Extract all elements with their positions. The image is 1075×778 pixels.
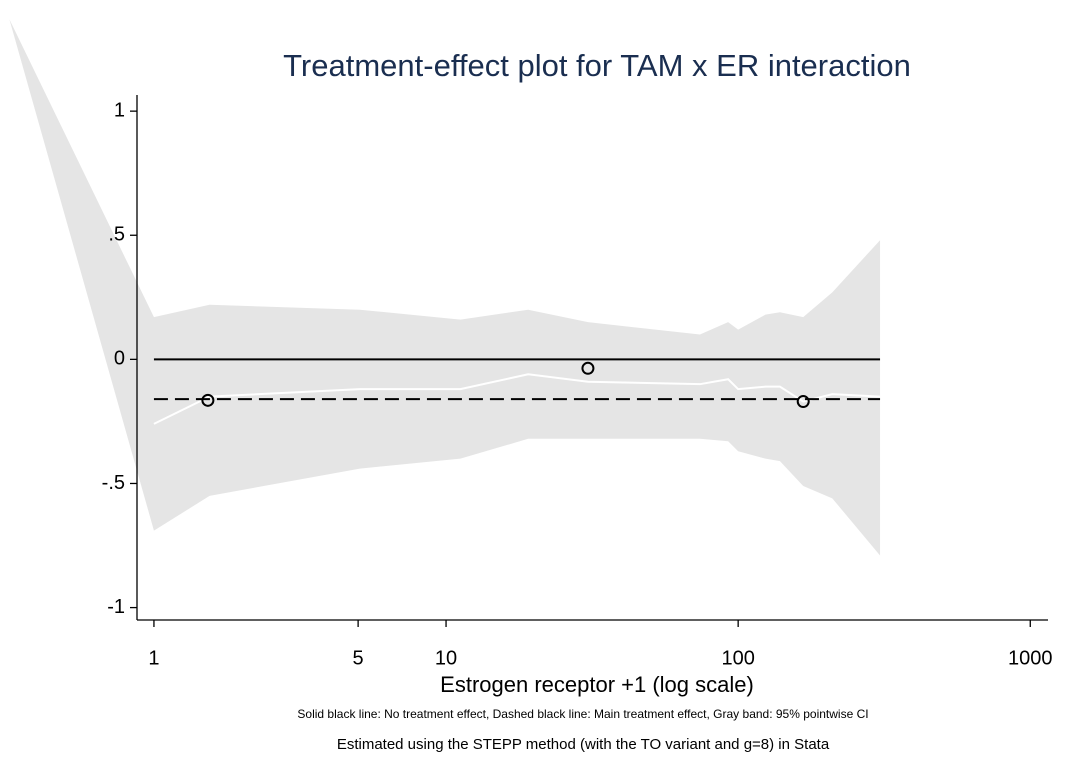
y-tick-label: 0 — [114, 348, 125, 370]
point — [796, 395, 810, 409]
y-tick-label: .5 — [108, 224, 125, 246]
ci-band — [9, 19, 881, 556]
note: Solid black line: No treatment effect, D… — [297, 707, 868, 721]
x-tick-label: 1000 — [1008, 647, 1053, 669]
y-tick-label: -1 — [107, 596, 125, 618]
x-tick-label: 1 — [148, 647, 159, 669]
x-tick-label: 5 — [353, 647, 364, 669]
caption: Estimated using the STEPP method (with t… — [337, 736, 830, 753]
y-tick-label: 1 — [114, 99, 125, 121]
point — [581, 361, 595, 375]
y-tick-label: -.5 — [102, 472, 125, 494]
chart-title: Treatment-effect plot for TAM x ER inter… — [283, 48, 911, 83]
x-tick-label: 100 — [721, 647, 754, 669]
x-axis-label: Estrogen receptor +1 (log scale) — [440, 672, 754, 697]
x-tick-label: 10 — [435, 647, 457, 669]
point — [201, 393, 215, 407]
